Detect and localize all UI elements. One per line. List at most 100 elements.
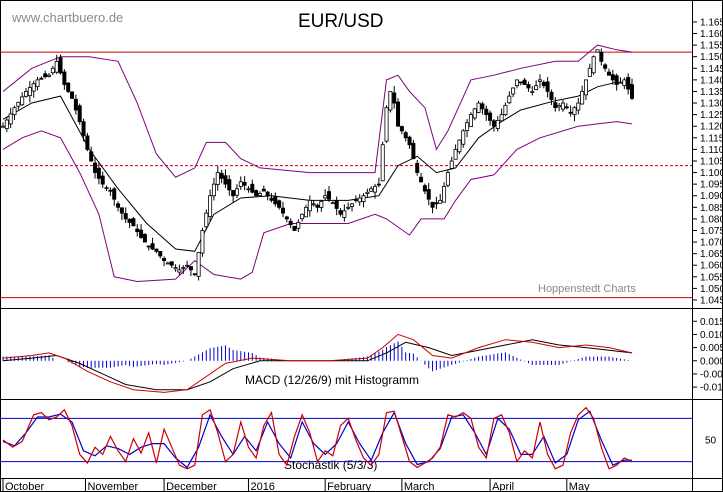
price-tick-label: 1.080 bbox=[700, 214, 723, 225]
candle-body bbox=[537, 79, 542, 82]
candle-body bbox=[476, 102, 481, 113]
watermark: www.chartbuero.de bbox=[11, 10, 123, 25]
price-tick-label: 1.140 bbox=[700, 75, 723, 86]
candle-body bbox=[568, 111, 573, 114]
candle-body bbox=[238, 181, 243, 187]
macd-signal-line bbox=[2, 333, 633, 393]
price-y-axis: 1.1651.1601.1551.1501.1451.1401.1351.130… bbox=[692, 17, 723, 307]
price-tick-label: 1.110 bbox=[700, 145, 723, 156]
candle-body bbox=[104, 187, 109, 190]
candle-body bbox=[534, 85, 539, 91]
candle-body bbox=[219, 172, 224, 179]
candle-body bbox=[77, 105, 82, 122]
candle-body bbox=[154, 248, 159, 252]
candle-body bbox=[292, 225, 297, 231]
candle-body bbox=[572, 107, 577, 116]
price-tick-label: 1.115 bbox=[700, 133, 723, 144]
candle-body bbox=[254, 190, 259, 197]
candle-body bbox=[158, 251, 163, 257]
candle-body bbox=[507, 95, 512, 104]
month-label: October bbox=[5, 481, 44, 492]
candle-body bbox=[146, 245, 151, 248]
candle-body bbox=[484, 108, 489, 116]
candle-body bbox=[453, 148, 458, 160]
candle-body bbox=[200, 230, 205, 254]
price-tick-label: 1.095 bbox=[700, 180, 723, 191]
candle-body bbox=[162, 258, 167, 262]
candle-body bbox=[73, 98, 78, 111]
candle-body bbox=[560, 102, 565, 110]
candle-body bbox=[461, 130, 466, 145]
price-tick-label: 1.050 bbox=[700, 284, 723, 295]
candle-body bbox=[70, 91, 75, 99]
candle-body bbox=[380, 144, 385, 182]
price-tick-label: 1.105 bbox=[700, 156, 723, 167]
month-label: December bbox=[166, 481, 217, 492]
candle-body bbox=[618, 81, 623, 84]
price-tick-label: 1.070 bbox=[700, 238, 723, 249]
candle-body bbox=[587, 67, 592, 77]
candle-body bbox=[231, 190, 236, 197]
candle-body bbox=[330, 202, 335, 205]
candle-body bbox=[614, 75, 619, 85]
candle-body bbox=[112, 188, 117, 200]
candle-body bbox=[185, 264, 190, 267]
candle-body bbox=[365, 191, 370, 194]
price-tick-label: 1.145 bbox=[700, 64, 723, 75]
stoch-k-line bbox=[2, 406, 633, 470]
candle-body bbox=[603, 64, 608, 69]
candle-body bbox=[503, 104, 508, 116]
candle-body bbox=[85, 135, 90, 150]
candle-body bbox=[50, 67, 55, 74]
candle-body bbox=[257, 193, 262, 196]
candle-body bbox=[468, 114, 473, 127]
candle-body bbox=[415, 162, 420, 173]
candle-body bbox=[403, 132, 408, 139]
price-tick-label: 1.165 bbox=[700, 17, 723, 28]
candle-body bbox=[369, 188, 374, 192]
candle-body bbox=[20, 96, 25, 106]
candle-body bbox=[96, 167, 101, 179]
macd-tick-label: 0.000 bbox=[700, 356, 723, 367]
candle-body bbox=[419, 176, 424, 183]
candle-body bbox=[411, 142, 416, 160]
candle-body bbox=[557, 104, 562, 108]
candle-body bbox=[135, 228, 140, 233]
candle-body bbox=[4, 119, 9, 129]
candle-body bbox=[580, 91, 585, 105]
candle-body bbox=[108, 189, 113, 192]
candle-body bbox=[342, 210, 347, 218]
candle-body bbox=[576, 102, 581, 111]
candle-body bbox=[630, 84, 635, 99]
candle-body bbox=[491, 120, 496, 127]
candle-body bbox=[8, 113, 13, 125]
candle-body bbox=[269, 197, 274, 201]
candle-body bbox=[47, 74, 52, 77]
month-label: May bbox=[569, 481, 590, 492]
candle-body bbox=[66, 82, 71, 92]
candle-body bbox=[315, 204, 320, 208]
candle-body bbox=[62, 71, 67, 85]
candle-body bbox=[169, 261, 174, 266]
price-horizontal-lines bbox=[0, 51, 692, 299]
candle-body bbox=[227, 179, 232, 191]
candle-body bbox=[81, 121, 86, 136]
price-tick-label: 1.160 bbox=[700, 29, 723, 40]
candle-body bbox=[553, 102, 558, 109]
month-axis: October November December 2016 February March… bbox=[2, 478, 590, 492]
candle-body bbox=[334, 200, 339, 209]
candle-body bbox=[541, 81, 546, 87]
bollinger-bands bbox=[2, 44, 633, 283]
candle-body bbox=[27, 87, 32, 97]
candle-body bbox=[127, 218, 132, 223]
candle-body bbox=[499, 114, 504, 122]
price-tick-label: 1.155 bbox=[700, 41, 723, 52]
candle-body bbox=[0, 125, 6, 128]
macd-tick-label: 0.010 bbox=[700, 330, 723, 341]
candle-body bbox=[327, 191, 332, 200]
candle-body bbox=[12, 107, 17, 116]
candle-body bbox=[392, 92, 397, 104]
stoch-tick-label: 50 bbox=[705, 436, 717, 447]
